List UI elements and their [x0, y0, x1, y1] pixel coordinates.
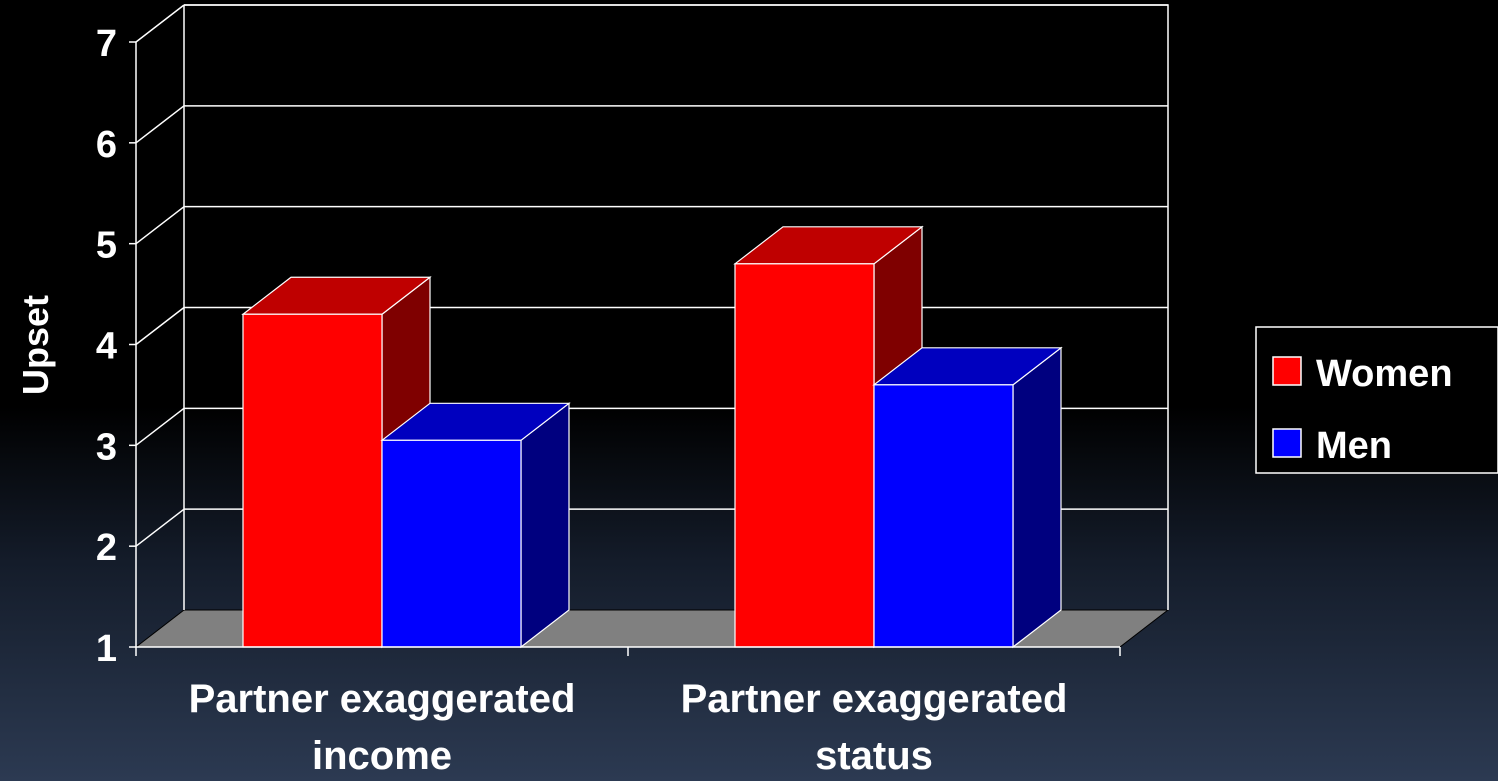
- gridline-side: [135, 4, 185, 43]
- legend-label-men: Men: [1316, 425, 1392, 467]
- x-category-label: income: [312, 734, 452, 778]
- y-tick-label: 1: [96, 628, 117, 670]
- y-tick-label: 2: [96, 527, 117, 569]
- y-axis-title: Upset: [15, 295, 56, 395]
- legend-label-women: Women: [1316, 353, 1453, 395]
- x-category-label: Partner exaggerated: [681, 677, 1068, 721]
- y-tick-label: 7: [96, 23, 117, 65]
- chart-bars-layer: [241, 225, 1063, 649]
- legend: Women Men: [1255, 326, 1498, 474]
- gridline-side: [135, 206, 185, 245]
- bar: [381, 439, 522, 648]
- legend-swatch-women: [1272, 356, 1302, 386]
- bar: [873, 384, 1014, 648]
- gridline-side: [135, 105, 185, 144]
- bar: [242, 313, 383, 648]
- gridline-side: [135, 407, 185, 446]
- gridline-side: [135, 306, 185, 346]
- x-category-label: Partner exaggerated: [189, 677, 576, 721]
- y-tick-label: 4: [96, 326, 117, 368]
- bar: [734, 263, 875, 648]
- gridline-side: [135, 508, 185, 547]
- legend-swatch-men: [1272, 428, 1302, 458]
- x-category-label: status: [815, 734, 933, 778]
- y-tick-label: 5: [96, 225, 117, 267]
- y-tick-label: 3: [96, 426, 117, 468]
- bar-side: [520, 402, 570, 649]
- bar-side: [1012, 346, 1062, 649]
- chart-axis-layer: 1 2 3 4 5 6 7 Partner exaggerated income Partner …: [96, 23, 1121, 778]
- y-tick-label: 6: [96, 124, 117, 166]
